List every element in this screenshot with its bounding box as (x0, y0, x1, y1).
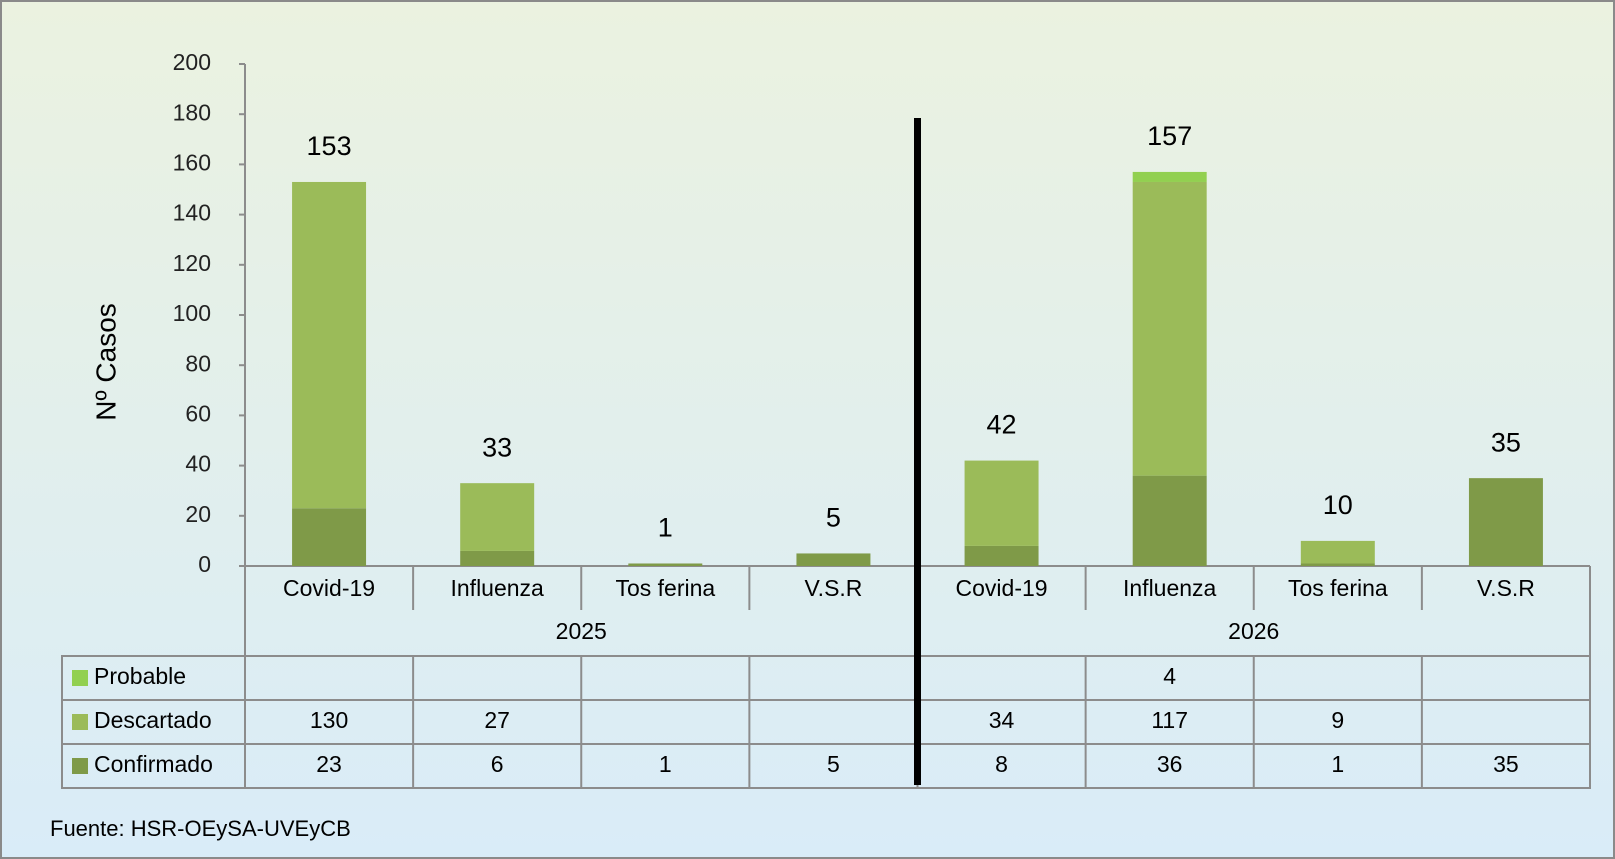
x-tick-label: Covid-19 (956, 575, 1048, 601)
y-tick-label: 20 (185, 501, 211, 527)
bar-segment (460, 483, 535, 551)
legend-swatch (72, 670, 88, 686)
y-tick-label: 60 (185, 400, 211, 426)
table-value: 36 (1157, 751, 1183, 777)
legend-label: Descartado (94, 707, 212, 733)
table-value: 1 (1331, 751, 1344, 777)
bar-segment (1468, 478, 1543, 566)
y-axis-label: Nº Casos (90, 303, 121, 421)
y-tick-label: 40 (185, 451, 211, 477)
bar-segment (1132, 475, 1207, 566)
table-value: 4 (1163, 663, 1176, 689)
x-tick-label: V.S.R (1477, 575, 1535, 601)
table-value: 27 (484, 707, 510, 733)
total-label: 42 (987, 410, 1017, 440)
total-label: 35 (1491, 427, 1521, 457)
total-label: 153 (307, 131, 352, 161)
y-tick-label: 80 (185, 350, 211, 376)
table-value: 117 (1151, 707, 1188, 733)
table-value: 130 (310, 707, 348, 733)
bar-segment (796, 553, 871, 566)
x-tick-label: Tos ferina (615, 575, 715, 601)
table-value: 34 (989, 707, 1015, 733)
y-tick-label: 0 (198, 551, 211, 577)
source: Fuente: HSR-OEySA-UVEyCB (50, 816, 351, 841)
table-row (61, 743, 1591, 789)
y-tick-label: 180 (173, 99, 211, 125)
table-value: 35 (1493, 751, 1519, 777)
bar-segment (292, 181, 367, 509)
group-label: 2025 (556, 618, 607, 644)
table-value: 9 (1331, 707, 1344, 733)
x-tick-label: V.S.R (804, 575, 862, 601)
total-label: 1 (658, 513, 673, 543)
bar-segment (964, 545, 1039, 566)
y-tick-label: 120 (173, 250, 211, 276)
y-tick-label: 160 (173, 149, 211, 175)
total-label: 33 (482, 432, 512, 462)
legend-label: Confirmado (94, 751, 213, 777)
x-tick-label: Influenza (451, 575, 545, 601)
y-tick-label: 100 (173, 300, 211, 326)
legend-swatch (72, 758, 88, 774)
x-tick-label: Tos ferina (1288, 575, 1388, 601)
bar-segment (964, 460, 1039, 546)
bar-segment (292, 508, 367, 566)
legend-label: Probable (94, 663, 186, 689)
total-label: 5 (826, 503, 841, 533)
x-tick-label: Covid-19 (283, 575, 375, 601)
y-tick-label: 200 (173, 49, 211, 75)
table-value: 6 (491, 751, 504, 777)
table-value: 8 (995, 751, 1008, 777)
bar-segment (628, 563, 703, 566)
legend-swatch (72, 714, 88, 730)
total-label: 10 (1323, 490, 1353, 520)
table-value: 1 (659, 751, 672, 777)
group-label: 2026 (1228, 618, 1279, 644)
bar-segment (1300, 563, 1375, 566)
y-tick-label: 140 (173, 200, 211, 226)
bar-segment (460, 550, 535, 566)
bar-segment (1300, 540, 1375, 564)
bar-segment (1132, 181, 1207, 476)
x-tick-label: Influenza (1123, 575, 1217, 601)
table-value: 23 (316, 751, 342, 777)
table-value: 5 (827, 751, 840, 777)
total-label: 157 (1147, 121, 1192, 151)
bar-segment (1132, 171, 1207, 182)
